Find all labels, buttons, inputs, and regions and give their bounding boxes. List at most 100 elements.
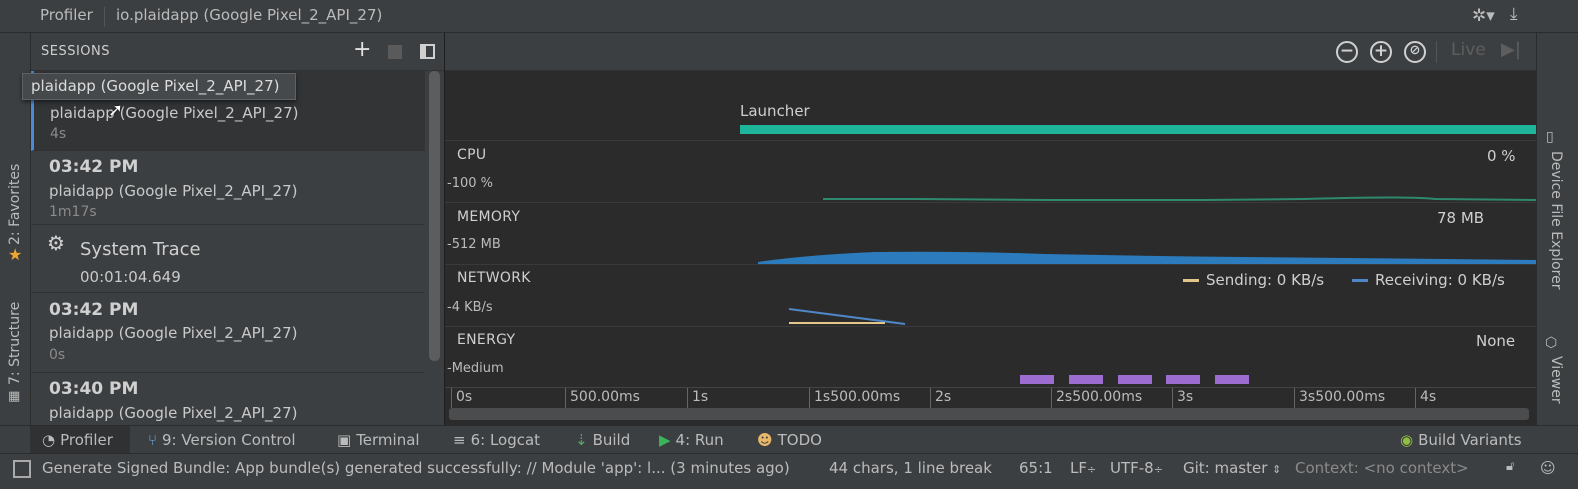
memory-graph bbox=[758, 251, 1537, 264]
logcat-tool-button[interactable]: ≡ 6: Logcat bbox=[453, 431, 540, 449]
memory-value: 78 MB bbox=[1437, 209, 1485, 227]
run-tool-button[interactable]: ▶ 4: Run bbox=[659, 431, 724, 449]
gear-icon[interactable]: ✲▾ bbox=[1472, 6, 1495, 26]
viewer-label: Viewer bbox=[1548, 356, 1564, 404]
row-divider bbox=[445, 326, 1537, 327]
structure-icon: ▦ bbox=[8, 389, 21, 404]
session-duration: 0s bbox=[49, 347, 66, 363]
build-icon: ⇣ bbox=[575, 431, 588, 449]
axis-tick: 4s bbox=[1415, 388, 1436, 408]
line-separator-arrow-icon: ÷ bbox=[1087, 463, 1097, 476]
live-button[interactable]: Live bbox=[1451, 40, 1486, 60]
file-encoding-value: UTF-8 bbox=[1110, 459, 1154, 477]
session-item[interactable]: 03:40 PM plaidapp (Google Pixel_2_API_27… bbox=[31, 373, 425, 425]
file-encoding[interactable]: UTF-8÷ bbox=[1110, 459, 1163, 477]
session-time: 03:40 PM bbox=[49, 379, 139, 399]
title-bar: Profiler io.plaidapp (Google Pixel_2_API… bbox=[0, 0, 1578, 33]
zoom-out-button[interactable]: − bbox=[1336, 41, 1358, 63]
energy-bar bbox=[1020, 375, 1054, 384]
session-duration: 4s bbox=[50, 126, 67, 142]
add-session-button[interactable]: + bbox=[353, 37, 372, 62]
timeline-toolbar: − + ⊘ Live ▶| bbox=[445, 33, 1537, 71]
zoom-in-button[interactable]: + bbox=[1370, 41, 1392, 63]
energy-scale: -Medium bbox=[447, 361, 504, 376]
lock-icon[interactable]: 🔓︎ bbox=[1506, 459, 1515, 474]
status-bar: Generate Signed Bundle: App bundle(s) ge… bbox=[0, 453, 1578, 489]
cpu-value: 0 % bbox=[1487, 147, 1516, 165]
context-indicator: Context: <no context> bbox=[1295, 459, 1469, 477]
git-branch-arrow-icon: ⇕ bbox=[1272, 463, 1282, 476]
device-file-explorer-label: Device File Explorer bbox=[1548, 151, 1564, 290]
tab-profiler[interactable]: Profiler bbox=[40, 6, 93, 24]
todo-tool-button[interactable]: ☻ TODO bbox=[757, 431, 822, 449]
file-encoding-arrow-icon: ÷ bbox=[1153, 463, 1163, 476]
toggle-tool-windows-icon[interactable] bbox=[13, 460, 31, 478]
android-icon: ◉ bbox=[1400, 431, 1414, 449]
memory-title: MEMORY bbox=[457, 209, 521, 225]
session-duration: 1m17s bbox=[49, 204, 97, 220]
status-message[interactable]: Generate Signed Bundle: App bundle(s) ge… bbox=[42, 459, 790, 477]
favorites-tool-button[interactable]: 2: Favorites bbox=[7, 164, 23, 245]
profiler-tool-button[interactable]: ◔ Profiler bbox=[42, 431, 113, 449]
timeline-scrollbar[interactable] bbox=[449, 408, 1529, 420]
session-name: plaidapp (Google Pixel_2_API_27) bbox=[49, 404, 298, 422]
structure-tool-button[interactable]: 7: Structure bbox=[7, 302, 23, 385]
char-count: 44 chars, 1 line break bbox=[829, 459, 992, 477]
caret-position[interactable]: 65:1 bbox=[1019, 459, 1053, 477]
session-item[interactable]: 03:42 PM plaidapp (Google Pixel_2_API_27… bbox=[31, 293, 425, 373]
axis-tick: 1s500.00ms bbox=[809, 388, 900, 408]
collapse-panel-icon[interactable] bbox=[420, 44, 435, 59]
axis-tick: 500.00ms bbox=[565, 388, 640, 408]
build-variants-tool-button[interactable]: ◉ Build Variants bbox=[1400, 431, 1522, 449]
memory-monitor[interactable]: MEMORY -512 MB 78 MB bbox=[445, 203, 1537, 264]
profiler-tool-active-bg bbox=[30, 426, 130, 454]
build-tool-button[interactable]: ⇣ Build bbox=[575, 431, 630, 449]
terminal-tool-button[interactable]: ▣ Terminal bbox=[337, 431, 420, 449]
stop-session-button[interactable] bbox=[388, 45, 402, 59]
git-branch[interactable]: Git: master ⇕ bbox=[1183, 459, 1281, 477]
system-trace-item[interactable]: ⚙ System Trace 00:01:04.649 bbox=[31, 225, 425, 293]
trace-label: System Trace bbox=[80, 239, 201, 260]
reset-zoom-button[interactable]: ⊘ bbox=[1404, 41, 1426, 63]
run-label: 4: Run bbox=[675, 431, 724, 449]
network-scale: -4 KB/s bbox=[447, 300, 493, 315]
sessions-header: SESSIONS + bbox=[31, 33, 444, 71]
minimize-icon[interactable]: ⤓ bbox=[1510, 4, 1518, 24]
energy-scale-value: Medium bbox=[451, 361, 504, 376]
run-icon: ▶ bbox=[659, 431, 671, 449]
git-branch-value: Git: master bbox=[1183, 459, 1268, 477]
tab-plaidapp[interactable]: io.plaidapp (Google Pixel_2_API_27) bbox=[116, 6, 383, 24]
line-separator[interactable]: LF÷ bbox=[1070, 459, 1096, 477]
energy-bar bbox=[1166, 375, 1200, 384]
line-separator-value: LF bbox=[1070, 459, 1087, 477]
energy-monitor[interactable]: ENERGY -Medium None bbox=[445, 327, 1537, 387]
version-control-label: 9: Version Control bbox=[162, 431, 296, 449]
star-icon: ★ bbox=[8, 245, 23, 264]
terminal-label: Terminal bbox=[356, 431, 420, 449]
device-file-explorer-button[interactable]: Device File Explorer bbox=[1548, 151, 1564, 290]
cpu-scale: -100 % bbox=[447, 176, 494, 191]
cpu-scale-value: 100 % bbox=[451, 176, 494, 191]
viewer-button[interactable]: Viewer bbox=[1548, 356, 1564, 404]
session-name: plaidapp (Google Pixel_2_API_27) bbox=[49, 182, 298, 200]
go-live-icon[interactable]: ▶| bbox=[1501, 39, 1521, 60]
receiving-legend: Receiving: 0 KB/s bbox=[1375, 271, 1505, 289]
launcher-activity-bar bbox=[740, 125, 1537, 134]
tab-divider bbox=[104, 7, 105, 27]
profiler-timeline: − + ⊘ Live ▶| Launcher CPU -100 % 0 % ME… bbox=[444, 33, 1537, 425]
session-item[interactable]: 03:42 PM plaidapp (Google Pixel_2_API_27… bbox=[31, 151, 425, 225]
row-divider bbox=[445, 140, 1537, 141]
activity-label: Launcher bbox=[740, 102, 810, 120]
sessions-title: SESSIONS bbox=[41, 44, 111, 59]
cpu-title: CPU bbox=[457, 147, 487, 163]
sessions-scrollbar[interactable] bbox=[429, 71, 440, 361]
trace-duration: 00:01:04.649 bbox=[80, 268, 181, 286]
cpu-monitor[interactable]: CPU -100 % 0 % bbox=[445, 141, 1537, 202]
cube-icon: ⬡ bbox=[1545, 335, 1558, 351]
axis-tick: 3s bbox=[1172, 388, 1193, 408]
terminal-icon: ▣ bbox=[337, 431, 352, 449]
inspector-icon[interactable]: ☺ bbox=[1540, 459, 1556, 477]
network-monitor[interactable]: NETWORK -4 KB/s Sending: 0 KB/s Receivin… bbox=[445, 265, 1537, 326]
version-control-tool-button[interactable]: ⑂ 9: Version Control bbox=[148, 431, 296, 449]
axis-tick: 2s bbox=[930, 388, 951, 408]
